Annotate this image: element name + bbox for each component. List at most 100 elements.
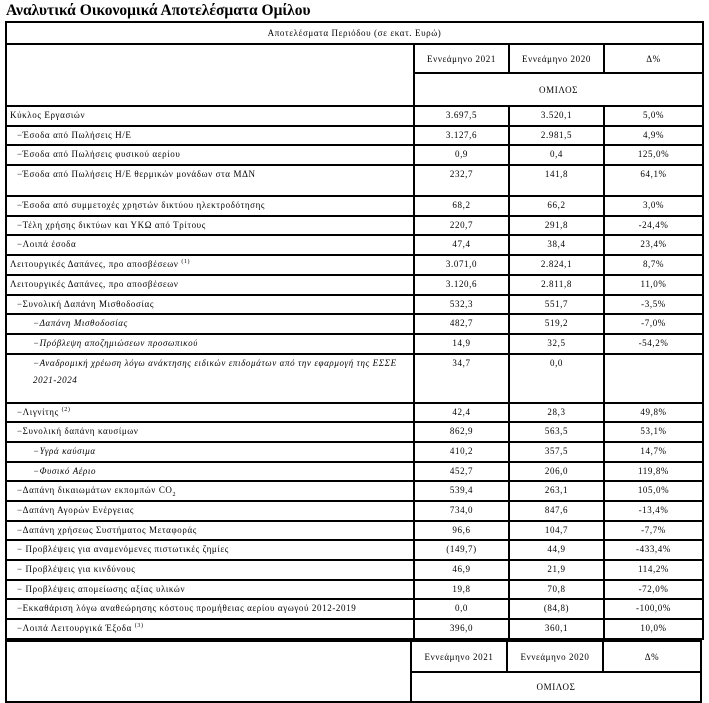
- row-label: −Τέλη χρήσης δικτύων και ΥΚΩ από Τρίτους: [5, 214, 415, 237]
- value-2021: 396,0: [413, 618, 510, 640]
- results-table: Αποτελέσματα Περιόδου (σε εκατ. Ευρώ) Εν…: [4, 21, 705, 640]
- value-2021: 14,9: [413, 332, 510, 355]
- row-label-text: −Λοιπά έσοδα: [17, 239, 77, 250]
- row-label-text: −Έσοδα από συμμετοχές χρηστών δικτύου ηλ…: [17, 200, 266, 211]
- table-row: Λειτουργικές Δαπάνες, προ αποσβέσεων 3.12…: [5, 273, 705, 296]
- row-label-text: −Φυσικό Αέριο: [33, 465, 97, 476]
- value-delta: [602, 352, 705, 404]
- row-label: Λειτουργικές Δαπάνες, προ αποσβέσεων: [5, 273, 415, 296]
- table-row: −Λοιπά Λειτουργικά Έξοδα (3) 396,0 360,1 10…: [5, 618, 705, 640]
- value-2021: 0,0: [413, 598, 510, 621]
- row-label-text: −Δαπάνη δικαιωμάτων εκπομπών CO: [17, 485, 173, 496]
- value-delta: -3,5%: [602, 293, 705, 316]
- value-2021: 532,3: [413, 293, 510, 316]
- value-delta: -7,0%: [602, 313, 705, 335]
- value-delta: -433,4%: [602, 539, 705, 562]
- table-row: −Τέλη χρήσης δικτύων και ΥΚΩ από Τρίτους…: [5, 214, 705, 237]
- table-row: − Προβλέψεις για αναμενόμενες πιστωτικές…: [5, 539, 705, 562]
- group-label: ΟΜΙΛΟΣ: [410, 671, 702, 703]
- value-2021: 34,7: [413, 352, 510, 404]
- value-delta: 23,4%: [602, 234, 705, 257]
- row-label: −Έσοδα από Πωλήσεις Η/Ε θερμικών μονάδων…: [5, 164, 415, 198]
- row-label-text: −Συνολική δαπάνη καυσίμων: [17, 426, 139, 437]
- row-label-text: − Προβλέψεις για κινδύνους: [17, 564, 136, 575]
- column-header-2020: Εννεάμηνο 2020: [506, 640, 604, 673]
- row-label: − Προβλέψεις για κινδύνους: [5, 559, 415, 581]
- repeated-header-table: Εννεάμηνο 2021 Εννεάμηνο 2020 Δ% ΟΜΙΛΟΣ: [5, 640, 702, 703]
- value-delta: 5,0%: [602, 105, 705, 127]
- value-2020: 32,5: [508, 332, 605, 355]
- row-label: −Εκκαθάριση λόγω αναθεώρησης κόστους προ…: [5, 598, 415, 621]
- table-row: − Προβλέψεις απομείωσης αξίας υλικών 19,8…: [5, 578, 705, 601]
- value-delta: -54,2%: [602, 332, 705, 355]
- value-2021: 3.120,6: [413, 273, 510, 296]
- column-header-delta: Δ%: [602, 43, 705, 74]
- column-header-2021: Εννεάμηνο 2021: [410, 640, 508, 673]
- row-label: −Φυσικό Αέριο: [5, 460, 415, 483]
- value-delta: 10,0%: [602, 618, 705, 640]
- value-2020: (84,8): [508, 598, 605, 621]
- footnote-marker: (2): [61, 406, 71, 413]
- value-2021: 3.127,6: [413, 124, 510, 147]
- table-row: −Δαπάνη δικαιωμάτων εκπομπών CO2 539,4 263…: [5, 480, 705, 502]
- value-2021: 3.697,5: [413, 105, 510, 127]
- value-2021: 46,9: [413, 559, 510, 581]
- row-label-text: −Έσοδα από Πωλήσεις Η/Ε: [17, 129, 132, 140]
- page-title: Αναλυτικά Οικονομικά Αποτελέσματα Ομίλου: [6, 2, 311, 19]
- row-label: −Συνολική δαπάνη καυσίμων: [5, 421, 415, 443]
- value-2020: 551,7: [508, 293, 605, 316]
- row-label: −Υγρά καύσιμα: [5, 440, 415, 463]
- value-delta: 125,0%: [602, 144, 705, 167]
- value-2021: 47,4: [413, 234, 510, 257]
- row-label-text: −Λοιπά Λειτουργικά Έξοδα: [17, 623, 132, 634]
- table-row: −Εκκαθάριση λόγω αναθεώρησης κόστους προ…: [5, 598, 705, 621]
- table-row: − Προβλέψεις για κινδύνους 46,9 21,9 114,2%: [5, 559, 705, 581]
- value-delta: -24,4%: [602, 214, 705, 237]
- table-row: Κύκλος Εργασιών 3.697,5 3.520,1 5,0%: [5, 105, 705, 127]
- value-2021: 862,9: [413, 421, 510, 443]
- row-label-text: −Δαπάνη χρήσεως Συστήματος Μεταφοράς: [17, 524, 197, 535]
- row-label-text: −Δαπάνη Μισθοδοσίας: [33, 318, 128, 329]
- row-label-text: −Τέλη χρήσης δικτύων και ΥΚΩ από Τρίτους: [17, 219, 206, 230]
- table-row: −Λοιπά έσοδα 47,4 38,4 23,4%: [5, 234, 705, 257]
- value-delta: 11,0%: [602, 273, 705, 296]
- row-label: −Πρόβλεψη αποζημιώσεων προσωπικού: [5, 332, 415, 355]
- value-2020: 104,7: [508, 519, 605, 542]
- row-label: −Αναδρομική χρέωση λόγω ανάκτησης ειδικώ…: [5, 352, 415, 404]
- value-2020: 206,0: [508, 460, 605, 483]
- row-label-text: −Πρόβλεψη αποζημιώσεων προσωπικού: [33, 337, 198, 348]
- table-row: −Συνολική Δαπάνη Μισθοδοσίας 532,3 551,7 -3…: [5, 293, 705, 316]
- value-2021: 68,2: [413, 195, 510, 217]
- table-row: −Λιγνίτης (2) 42,4 28,3 49,8%: [5, 401, 705, 424]
- row-label: − Προβλέψεις για αναμενόμενες πιστωτικές…: [5, 539, 415, 562]
- row-label-text: −Λιγνίτης: [17, 406, 59, 417]
- value-2021: 3.071,0: [413, 254, 510, 276]
- value-2020: 519,2: [508, 313, 605, 335]
- table-row: −Έσοδα από συμμετοχές χρηστών δικτύου ηλ…: [5, 195, 705, 217]
- value-2020: 2.981,5: [508, 124, 605, 147]
- row-label: −Δαπάνη δικαιωμάτων εκπομπών CO2: [5, 480, 415, 502]
- row-label: −Λοιπά έσοδα: [5, 234, 415, 257]
- value-2021: 42,4: [413, 401, 510, 424]
- value-2020: 3.520,1: [508, 105, 605, 127]
- value-2021: 452,7: [413, 460, 510, 483]
- value-2021: 0,9: [413, 144, 510, 167]
- row-label: Κύκλος Εργασιών: [5, 105, 415, 127]
- value-2021: 232,7: [413, 164, 510, 198]
- header-empty-cell: [5, 43, 415, 107]
- row-label: − Προβλέψεις απομείωσης αξίας υλικών: [5, 578, 415, 601]
- subscript: 2: [172, 492, 177, 499]
- row-label-text: −Εκκαθάριση λόγω αναθεώρησης κόστους προ…: [17, 603, 357, 614]
- value-2020: 21,9: [508, 559, 605, 581]
- value-2020: 141,8: [508, 164, 605, 198]
- table-row: −Αναδρομική χρέωση λόγω ανάκτησης ειδικώ…: [5, 352, 705, 404]
- row-label-text: −Υγρά καύσιμα: [33, 445, 96, 456]
- value-2021: 734,0: [413, 500, 510, 522]
- column-header-delta: Δ%: [602, 640, 702, 673]
- row-label: −Έσοδα από Πωλήσεις φυσικού αερίου: [5, 144, 415, 167]
- group-label: ΟΜΙΛΟΣ: [412, 72, 705, 107]
- value-2020: 2.811,8: [508, 273, 605, 296]
- table-row: −Υγρά καύσιμα 410,2 357,5 14,7%: [5, 440, 705, 463]
- value-2020: 0,0: [508, 352, 605, 404]
- value-delta: 119,8%: [602, 460, 705, 483]
